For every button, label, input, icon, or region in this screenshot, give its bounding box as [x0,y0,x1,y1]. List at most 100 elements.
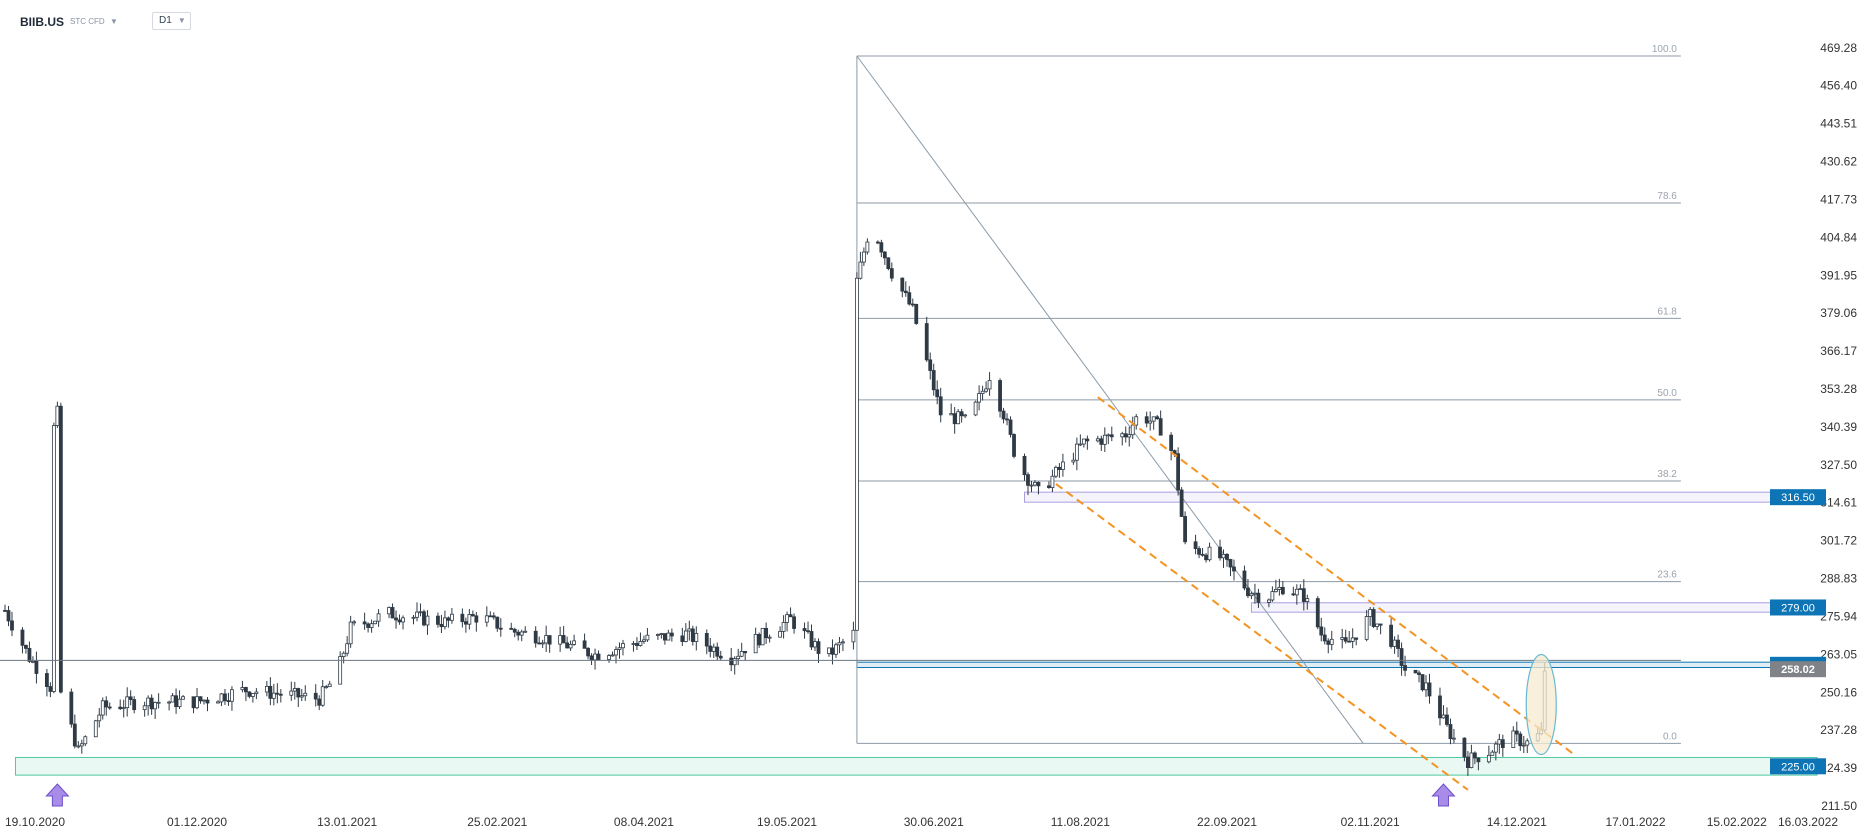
candle-body [1148,420,1153,424]
candle [1050,469,1055,492]
candle-body [1500,739,1505,748]
y-tick-label: 224.39 [1820,761,1857,775]
candle-body [914,303,919,324]
candle-body [369,623,374,628]
candle-body [348,621,353,645]
candle [1497,733,1502,754]
candle [572,634,577,646]
candle [142,701,147,717]
candle-body [903,290,908,294]
candle-body [736,655,741,660]
candle [79,739,84,754]
candle [1061,453,1065,477]
candle-body [146,697,151,707]
candle [855,272,859,631]
candle-body [882,251,887,259]
candle [97,708,102,728]
candle [1354,637,1359,646]
candle-body [760,627,765,646]
candle [1291,586,1296,597]
candle [1078,434,1083,447]
candle-body [450,613,454,621]
candle-body [764,627,769,639]
candle [498,618,503,637]
candle-body [980,390,985,394]
candle-body [1280,586,1285,595]
candle [952,407,957,434]
candle-body [10,620,14,631]
candle [198,696,203,704]
candle-body [425,615,430,626]
candle [299,689,304,702]
candle [181,694,185,700]
candle-body [474,615,479,623]
candle [586,647,590,660]
candle [491,612,496,620]
candle-body [635,643,639,646]
candle [680,627,685,646]
candle [470,610,475,617]
candle-body [3,610,7,612]
candle [816,638,821,664]
candle-body [1326,640,1331,645]
candle-body [83,736,88,745]
candle-body [1256,592,1261,603]
candle-body [303,692,308,697]
candle [1389,618,1393,649]
candle-body [743,651,748,654]
candle-body [436,615,440,625]
candle-body [1102,434,1107,445]
candle-body [690,628,695,642]
candle [851,621,856,650]
candle [292,681,297,700]
fibonacci-layer: 100.0 78.6 61.8 50.0 38.2 23.6 0.0 [856,44,1681,744]
candle-body [1200,553,1205,556]
symbol-dropdown-icon[interactable]: ▼ [110,17,118,26]
candle-body [886,257,891,269]
candle [1012,433,1016,459]
candle [107,702,112,710]
candle-body [100,700,105,716]
y-tick-label: 456.40 [1820,79,1857,93]
candle [1127,426,1132,447]
candle [132,696,137,714]
candle [216,700,220,704]
candle [83,735,88,747]
candle [1242,565,1247,591]
candle-body [1420,674,1425,691]
candle [387,606,391,618]
candle-body [1319,626,1324,636]
candle [1054,465,1058,479]
candle-body [1001,410,1006,420]
candle [1085,435,1090,450]
x-tick-label: 01.12.2020 [167,815,227,829]
candle [250,693,255,703]
candle-body [97,714,102,722]
symbol-label[interactable]: BIIB.US [20,15,65,29]
candle-body [313,692,318,700]
candle-body [128,696,133,700]
candle-body [1375,623,1380,627]
candle [156,693,161,709]
candle [1197,546,1201,559]
candle-body [1417,672,1421,675]
candle [987,372,992,396]
candle-body [394,617,398,621]
candle-body [79,743,84,747]
candle [1074,437,1079,471]
candle [565,636,570,649]
candle [694,626,699,651]
candle [910,298,915,307]
candle [48,682,53,698]
candle-body [292,688,297,692]
candle-body [156,701,161,704]
candle-body [240,687,245,691]
candle-body [1022,455,1027,476]
candle-body [1298,588,1303,591]
timeframe-select[interactable]: D1 ▼ [152,12,191,30]
candle-body [558,635,563,645]
candle [732,656,737,675]
candle [875,240,880,245]
